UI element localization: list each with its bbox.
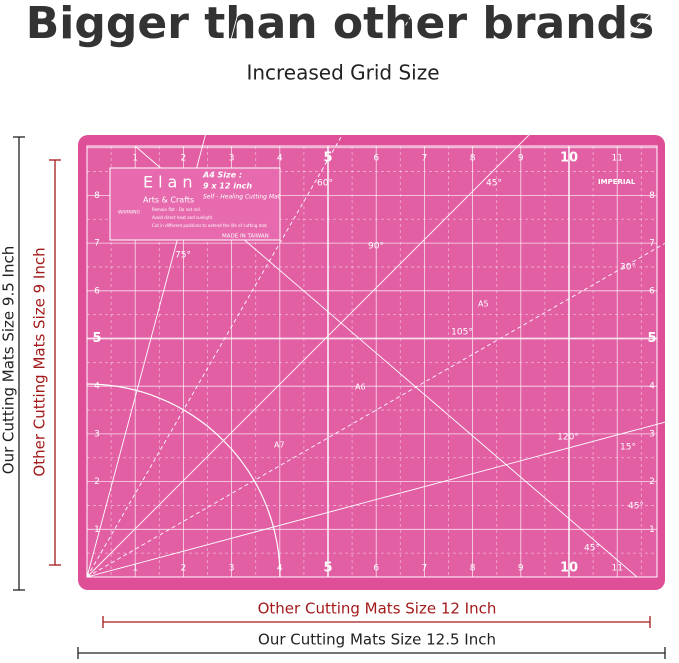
note: Remain flat - Do not roll. [152, 207, 201, 212]
ruler-number: 6 [373, 154, 379, 164]
note: Avoid direct heat and sunlight. [152, 215, 213, 220]
ruler-number: 1 [649, 525, 655, 535]
ruler-number: 7 [649, 239, 655, 249]
product: Self - Healing Cutting Mat [203, 194, 281, 201]
title: Bigger than other brands [26, 0, 655, 49]
brand-sub: Arts & Crafts [143, 196, 194, 205]
ruler-number: 4 [94, 382, 100, 392]
angle-label: 15° [620, 443, 636, 453]
height-dimension [13, 136, 25, 591]
ruler-number: 3 [229, 154, 235, 164]
subtitle: Increased Grid Size [246, 61, 439, 85]
warning: WARNING [118, 210, 140, 216]
ruler-number: 4 [277, 564, 283, 574]
ruler-number: 11 [611, 564, 622, 574]
ruler-number: 1 [132, 564, 138, 574]
angle-label: 90° [368, 242, 384, 252]
ruler-number: 8 [470, 564, 476, 574]
angle-line [86, 234, 679, 578]
angle-label: 120° [557, 433, 579, 443]
angle-line [86, 417, 679, 578]
angle-label: 45° [584, 544, 600, 554]
ruler-number: 5 [647, 331, 656, 346]
ruler-number: 2 [181, 154, 187, 164]
angle-label: 45° [486, 179, 502, 189]
size: A4 Size : [202, 171, 242, 180]
brand: Elan [143, 173, 198, 192]
ruler-number: 3 [229, 564, 235, 574]
ruler-number: 3 [94, 429, 100, 439]
note: Cut in different positions to extend the… [152, 223, 268, 228]
ruler-number: 5 [323, 151, 332, 166]
ruler-number: 6 [373, 564, 379, 574]
size-inch: 9 x 12 inch [203, 182, 252, 191]
ruler-number: 1 [132, 154, 138, 164]
grid [86, 0, 679, 578]
ruler-number: 4 [277, 154, 283, 164]
system: IMPERIAL [598, 178, 636, 186]
other-width-label: Other Cutting Mats Size 12 Inch [258, 600, 497, 618]
angle-line [86, 10, 654, 578]
paper-size: A6 [355, 383, 366, 392]
ruler-number: 6 [649, 286, 655, 296]
ruler-number: 10 [560, 561, 578, 576]
ruler-number: 11 [611, 154, 622, 164]
our-width-label: Our Cutting Mats Size 12.5 Inch [258, 631, 496, 649]
paper-size: A5 [478, 300, 489, 309]
logo-box [109, 167, 281, 241]
other-height-dimension [49, 159, 61, 566]
ruler-number: 9 [518, 564, 524, 574]
ruler-number: 7 [422, 154, 428, 164]
ruler-number: 7 [94, 239, 100, 249]
ruler-number: 9 [518, 154, 524, 164]
ruler-number: 10 [560, 151, 578, 166]
protractor [86, 383, 281, 578]
ruler-number: 2 [181, 564, 187, 574]
angle-line [86, 0, 421, 578]
ruler-number: 6 [94, 286, 100, 296]
ruler-number: 8 [94, 191, 100, 201]
ruler-number: 1 [94, 525, 100, 535]
other-height-label: Other Cutting Mats Size 9 Inch [31, 247, 49, 476]
ruler-number: 2 [649, 477, 655, 487]
angle-label: 30° [620, 263, 636, 273]
ruler-number: 5 [323, 561, 332, 576]
ruler-number: 3 [649, 429, 655, 439]
ruler-number: 2 [94, 477, 100, 487]
ruler-number: 8 [649, 191, 655, 201]
angle-label: 75° [175, 251, 191, 261]
ruler-number: 8 [470, 154, 476, 164]
angle-label: 45° [628, 502, 644, 512]
ruler-number: 5 [92, 331, 101, 346]
our-height-label: Our Cutting Mats Size 9.5 Inch [0, 246, 18, 474]
ruler-number: 7 [422, 564, 428, 574]
angle-label: 105° [451, 328, 473, 338]
ruler-number: 4 [649, 382, 655, 392]
width-dimension [77, 647, 666, 659]
other-width-dimension [102, 616, 651, 628]
angle-label: 60° [317, 179, 333, 189]
origin: MADE IN TAIWAN [222, 234, 269, 240]
paper-size: A7 [274, 441, 285, 450]
